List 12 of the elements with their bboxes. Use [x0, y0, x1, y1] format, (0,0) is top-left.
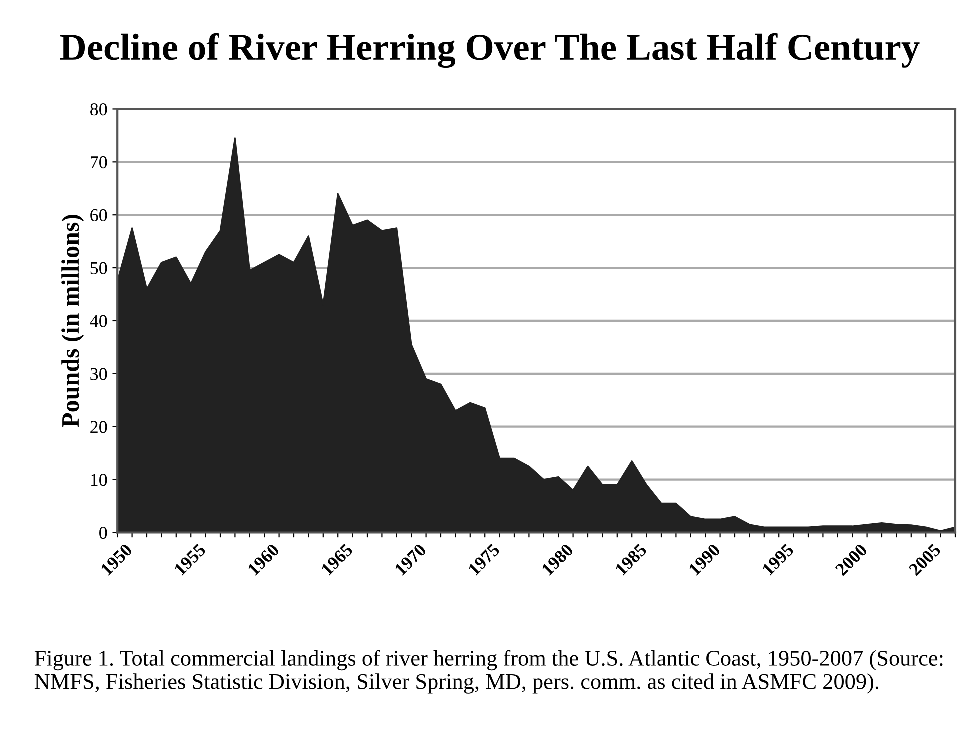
y-tick-label: 10: [91, 474, 108, 486]
y-axis-title: Pounds (in millions): [62, 215, 84, 428]
y-tick-label: 50: [90, 262, 108, 274]
caption: Figure 1. Total commercial landings of river herring from the U.S. Atlantic Coast, 1950-2007 (Source: NMFS, Fisheries Statistic Division, Silver Spring, MD, pers. comm. as cited in ASMFC 2009).: [34, 650, 943, 694]
y-tick-label: 40: [90, 315, 108, 328]
y-tick-label: 70: [91, 156, 108, 169]
chart-title: Decline of River Herring Over The Last Half Century: [60, 33, 920, 68]
y-tick-label: 20: [90, 421, 108, 434]
y-tick-label: 0: [100, 526, 108, 540]
y-tick-label: 30: [90, 368, 108, 380]
y-tick-label: 60: [90, 209, 108, 222]
y-tick-label: 80: [90, 103, 108, 116]
